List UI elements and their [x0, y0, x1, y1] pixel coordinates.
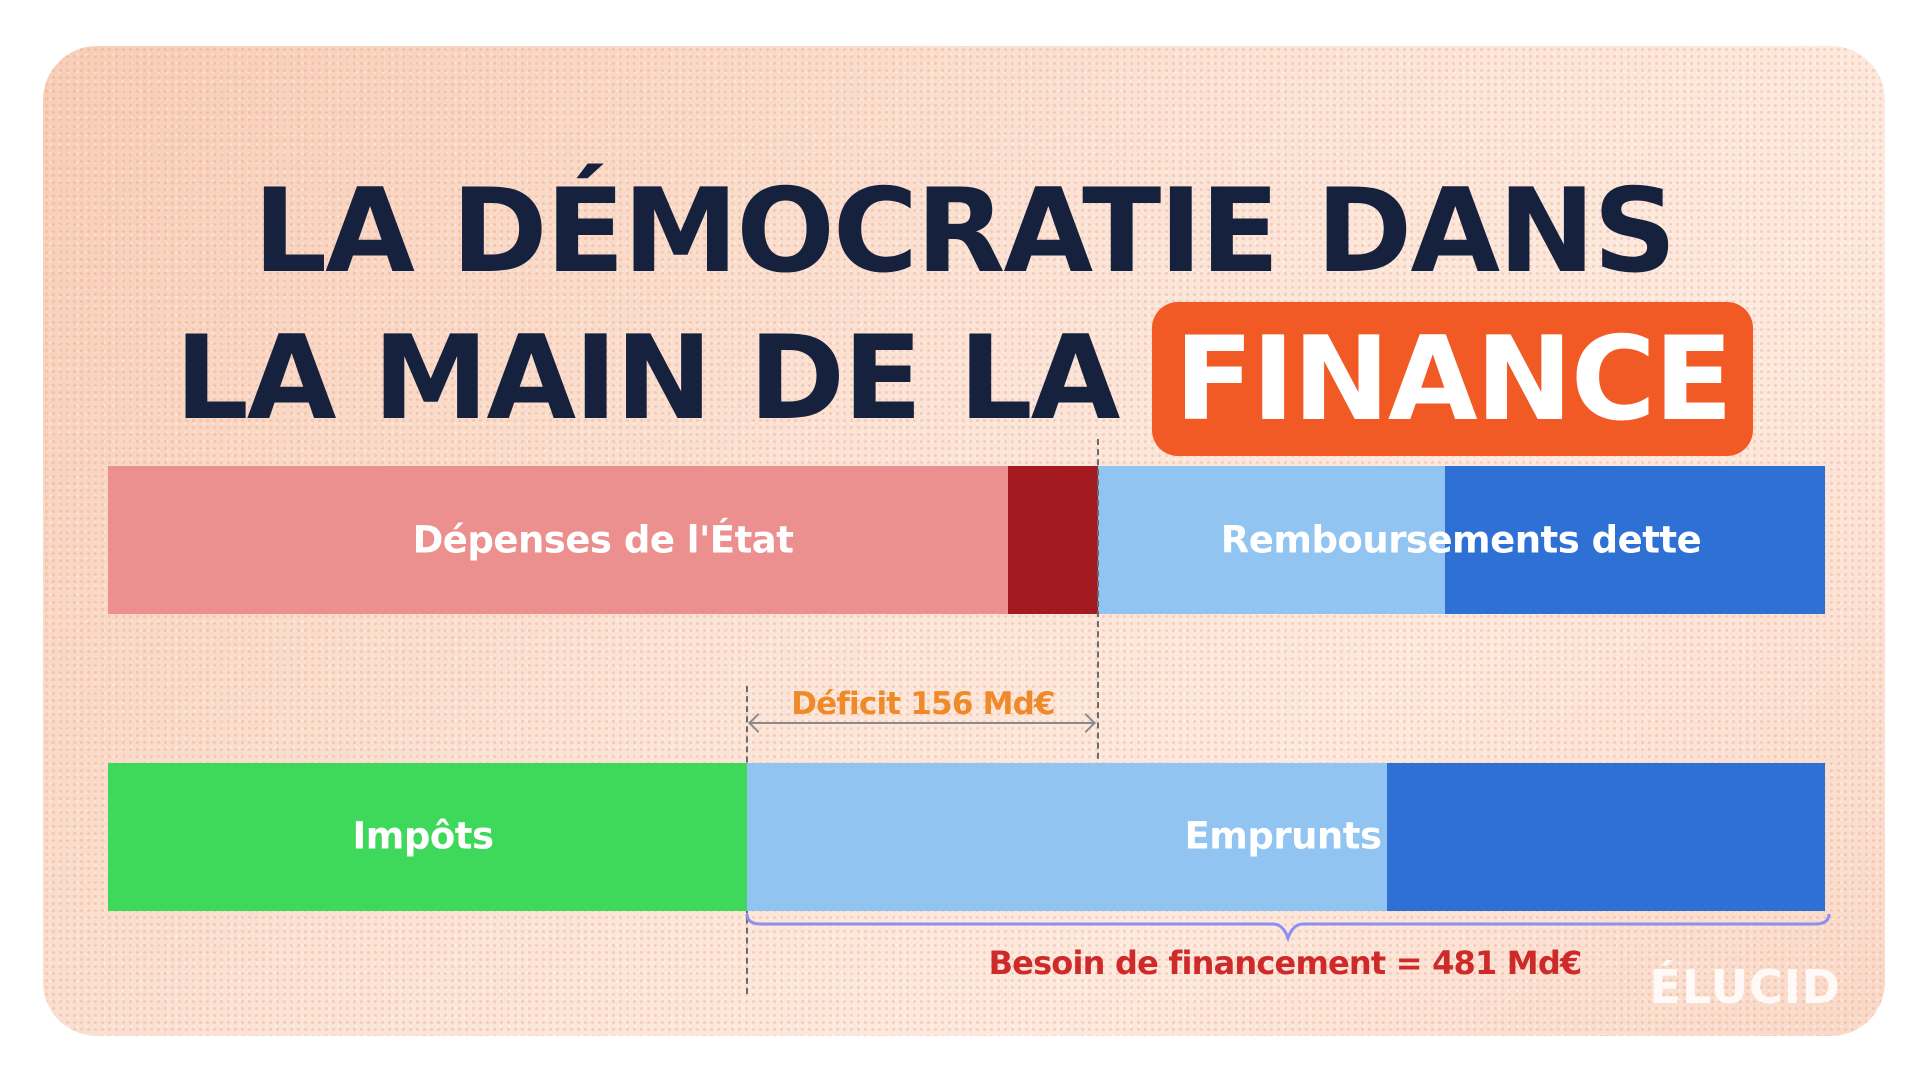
bar-segment-borrowing-light	[747, 763, 1387, 911]
title-line-2: LA MAIN DE LA FINANCE	[43, 302, 1885, 456]
brand-logo: ÉLUCID	[1649, 960, 1841, 1014]
title-highlight-finance: FINANCE	[1152, 302, 1754, 456]
label-borrowing: Emprunts	[1184, 814, 1382, 858]
infographic-card: LA DÉMOCRATIE DANS LA MAIN DE LA FINANCE…	[43, 46, 1885, 1036]
bar-segment-spending	[108, 466, 1008, 614]
label-spending: Dépenses de l'État	[412, 518, 794, 562]
bar-segment-deficit	[1008, 466, 1098, 614]
financing-label: Besoin de financement = 481 Md€	[988, 944, 1583, 982]
title-line-1: LA DÉMOCRATIE DANS	[253, 164, 1676, 299]
financing-brace	[745, 913, 1831, 943]
deficit-end-dashed-line	[1097, 439, 1099, 779]
label-repayments: Remboursements dette	[1220, 518, 1702, 562]
label-taxes: Impôts	[352, 814, 494, 858]
bar-segment-taxes	[108, 763, 747, 911]
title-line-2-text: LA MAIN DE LA	[174, 311, 1121, 446]
bar-segment-repayment-dark	[1445, 466, 1825, 614]
bar-segment-repayment-light	[1098, 466, 1445, 614]
bar-segment-borrowing-dark	[1387, 763, 1825, 911]
deficit-label: Déficit 156 Md€	[791, 686, 1055, 722]
